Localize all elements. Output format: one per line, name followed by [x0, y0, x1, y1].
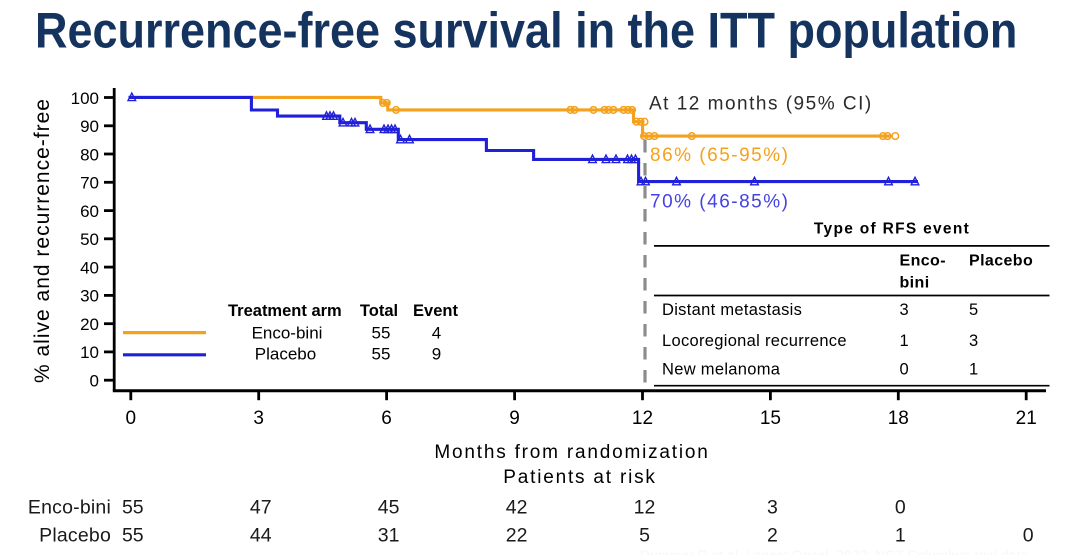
- svg-text:55: 55: [122, 524, 144, 546]
- svg-text:31: 31: [378, 524, 400, 546]
- svg-text:9: 9: [432, 344, 441, 363]
- svg-text:70% (46-85%): 70% (46-85%): [650, 191, 789, 212]
- svg-text:Months from randomization: Months from randomization: [434, 442, 709, 463]
- svg-text:12: 12: [634, 496, 656, 518]
- svg-text:1: 1: [969, 361, 978, 379]
- svg-text:3: 3: [900, 301, 909, 319]
- svg-text:60: 60: [80, 202, 99, 221]
- svg-text:3: 3: [767, 496, 778, 518]
- svg-text:42: 42: [506, 496, 528, 518]
- svg-text:5: 5: [969, 301, 978, 319]
- svg-text:Event: Event: [413, 302, 458, 320]
- svg-text:2: 2: [767, 524, 778, 546]
- svg-text:55: 55: [122, 496, 144, 518]
- svg-text:30: 30: [80, 287, 99, 306]
- svg-text:100: 100: [71, 89, 99, 108]
- svg-text:Dummer R et al. Lancet Oncol.: Dummer R et al. Lancet Oncol. 2023; NCT …: [640, 547, 1028, 555]
- svg-text:bini: bini: [900, 275, 930, 292]
- svg-text:12: 12: [632, 408, 653, 429]
- svg-text:1: 1: [900, 332, 909, 350]
- svg-text:10: 10: [80, 343, 99, 362]
- svg-text:% alive and recurrence-free: % alive and recurrence-free: [31, 98, 54, 383]
- svg-text:15: 15: [760, 408, 781, 429]
- svg-text:Patients at risk: Patients at risk: [503, 467, 656, 488]
- svg-text:90: 90: [80, 117, 99, 136]
- svg-text:4: 4: [432, 324, 441, 343]
- svg-text:1: 1: [895, 524, 906, 546]
- svg-text:47: 47: [250, 496, 272, 518]
- svg-text:0: 0: [900, 361, 909, 379]
- svg-text:Type of RFS event: Type of RFS event: [814, 221, 970, 238]
- svg-text:21: 21: [1016, 408, 1037, 429]
- svg-text:At 12 months (95% CI): At 12 months (95% CI): [649, 93, 873, 114]
- svg-text:6: 6: [381, 408, 392, 429]
- svg-text:3: 3: [253, 408, 264, 429]
- svg-text:Placebo: Placebo: [39, 524, 111, 546]
- svg-text:22: 22: [506, 524, 528, 546]
- svg-text:0: 0: [90, 372, 99, 391]
- svg-text:Placebo: Placebo: [969, 253, 1033, 270]
- svg-text:5: 5: [639, 524, 650, 546]
- svg-text:55: 55: [372, 324, 391, 343]
- svg-text:0: 0: [895, 496, 906, 518]
- svg-text:44: 44: [250, 524, 272, 546]
- svg-text:45: 45: [378, 496, 400, 518]
- svg-text:9: 9: [509, 408, 520, 429]
- svg-text:50: 50: [80, 230, 99, 249]
- svg-text:18: 18: [888, 408, 909, 429]
- svg-text:Treatment arm: Treatment arm: [228, 302, 342, 320]
- svg-text:40: 40: [80, 258, 99, 277]
- svg-text:Enco-bini: Enco-bini: [252, 324, 323, 343]
- svg-text:Locoregional recurrence: Locoregional recurrence: [662, 332, 847, 350]
- svg-text:20: 20: [80, 315, 99, 334]
- svg-text:Enco-bini: Enco-bini: [28, 496, 111, 518]
- svg-text:70: 70: [80, 174, 99, 193]
- svg-text:80: 80: [80, 145, 99, 164]
- svg-text:Distant metastasis: Distant metastasis: [662, 301, 802, 319]
- svg-text:0: 0: [1023, 524, 1034, 546]
- svg-text:New melanoma: New melanoma: [662, 361, 781, 379]
- svg-text:55: 55: [372, 344, 391, 363]
- svg-text:86% (65-95%): 86% (65-95%): [650, 145, 789, 166]
- svg-text:Enco-: Enco-: [900, 253, 946, 270]
- svg-text:Placebo: Placebo: [255, 344, 316, 363]
- svg-text:3: 3: [969, 332, 978, 350]
- svg-text:Recurrence-free survival in th: Recurrence-free survival in the ITT popu…: [35, 4, 1017, 60]
- svg-text:Total: Total: [360, 302, 398, 320]
- svg-text:0: 0: [126, 408, 137, 429]
